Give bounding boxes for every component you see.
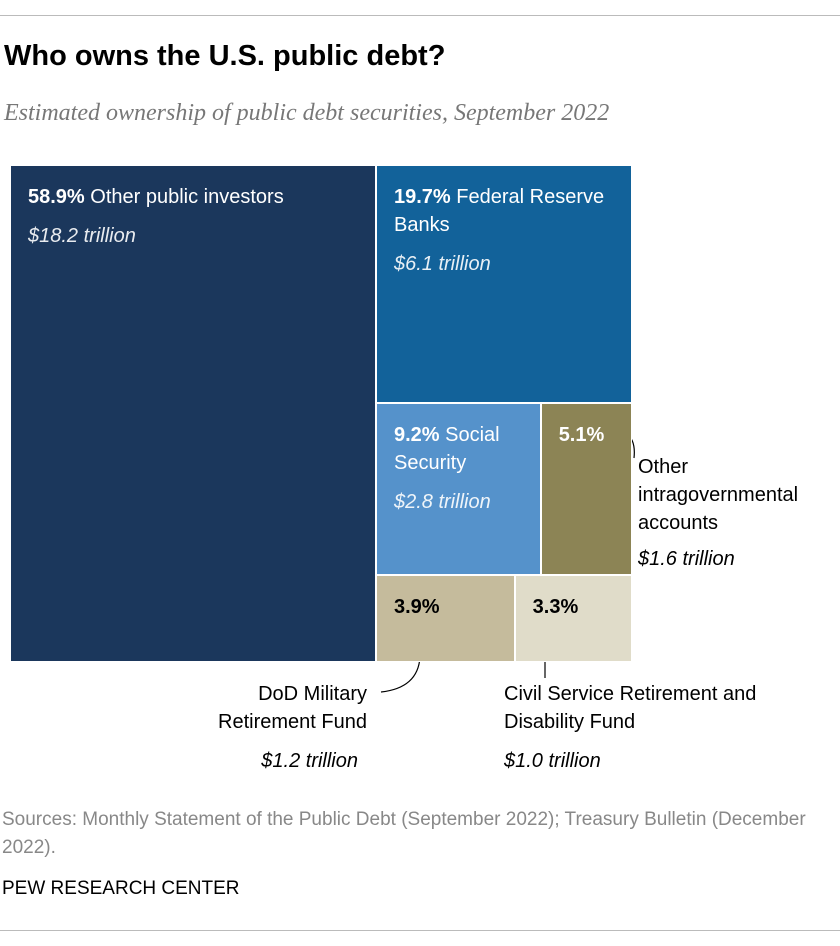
category-label: Other intragovernmental accounts	[638, 456, 799, 534]
percent-label: 9.2%	[393, 423, 440, 446]
top-rule	[0, 15, 840, 16]
percent-label: 19.7%	[393, 186, 451, 208]
treemap-cell	[375, 575, 515, 662]
cell-label: 5.1%	[559, 421, 610, 449]
percent-label: 3.9%	[393, 596, 440, 619]
category-label: Social Security	[393, 423, 500, 474]
treemap-cell	[540, 402, 632, 576]
cell-label: 3.9%	[394, 593, 493, 621]
treemap-cell	[375, 165, 632, 403]
treemap-cell	[10, 165, 376, 662]
amount-label: $1.2 trillion	[261, 750, 358, 772]
category-label: Federal Reserve Banks	[393, 186, 605, 236]
cell-label: 58.9% Other public investors	[28, 183, 354, 211]
percent-label: 5.1%	[558, 423, 605, 446]
cell-label: 9.2% Social Security	[394, 421, 519, 477]
cell-label: 3.3%	[533, 593, 610, 621]
category-label: DoD Military Retirement Fund	[218, 683, 367, 733]
cell-label: 19.7% Federal Reserve Banks	[394, 183, 610, 239]
amount-label: $1.6 trillion	[638, 548, 735, 570]
treemap-cell	[514, 575, 632, 662]
source-note: Sources: Monthly Statement of the Public…	[2, 809, 806, 858]
treemap-cell	[375, 402, 541, 576]
amount-label: $18.2 trillion	[28, 225, 136, 247]
category-label: Other public investors	[90, 186, 284, 208]
amount-label: $1.0 trillion	[504, 750, 601, 772]
chart-subtitle: Estimated ownership of public debt secur…	[4, 100, 610, 126]
leader-line	[380, 656, 421, 693]
chart-title: Who owns the U.S. public debt?	[4, 40, 446, 72]
percent-label: 3.3%	[532, 596, 579, 619]
bottom-rule	[0, 930, 840, 931]
amount-label: $6.1 trillion	[393, 253, 491, 275]
percent-label: 58.9%	[28, 186, 85, 208]
category-label: Civil Service Retirement and Disability …	[504, 683, 757, 733]
credit: PEW RESEARCH CENTER	[2, 878, 240, 899]
amount-label: $2.8 trillion	[393, 490, 491, 513]
